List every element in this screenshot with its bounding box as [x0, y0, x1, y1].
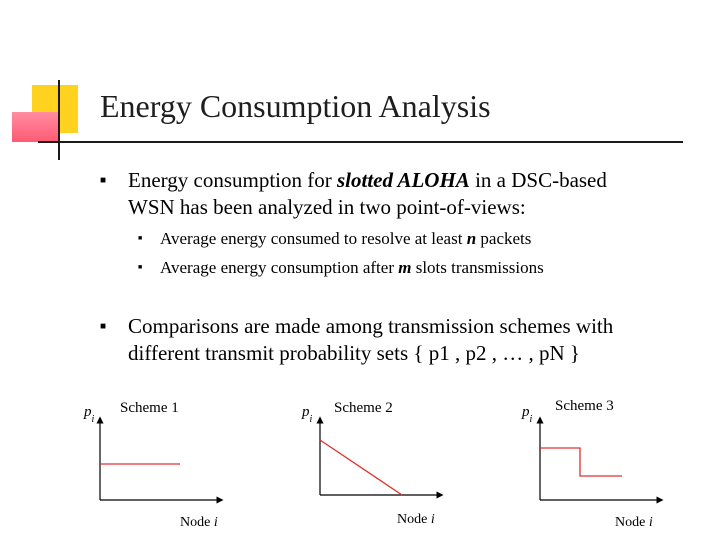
scheme-3: pi Scheme 3 Node i: [521, 398, 664, 530]
slide-title: Energy Consumption Analysis: [100, 88, 491, 124]
bullet-marker: ■: [100, 175, 107, 186]
decor-pink-square: [12, 112, 58, 142]
scheme-2-profile-line: [319, 439, 403, 496]
sub-bullet-marker: ■: [138, 263, 143, 271]
bullet-2-line-1: Comparisons are made among transmission …: [128, 314, 614, 338]
scheme-2-x-label: Node i: [397, 512, 435, 527]
bullet-1: ■ Energy consumption for slotted ALOHA i…: [100, 167, 700, 221]
bullet-2: ■ Comparisons are made among transmissio…: [100, 313, 710, 367]
bullet-2-line-2: different transmit probability sets { p1…: [128, 341, 580, 365]
scheme-3-profile-line: [540, 447, 622, 477]
scheme-3-title: Scheme 3: [555, 398, 614, 414]
sub-bullet-2: ■ Average energy consumption after m slo…: [138, 253, 698, 282]
title-underline: [38, 141, 683, 143]
scheme-2-y-label: pi: [301, 404, 313, 425]
bullet-1-line-2: WSN has been analyzed in two point-of-vi…: [128, 195, 526, 219]
scheme-3-x-label: Node i: [615, 515, 653, 530]
scheme-3-y-label: pi: [521, 404, 533, 425]
scheme-1-title: Scheme 1: [120, 400, 179, 416]
scheme-2-title: Scheme 2: [334, 400, 393, 416]
bullet-marker: ■: [100, 321, 107, 332]
scheme-1-x-label: Node i: [180, 515, 218, 530]
scheme-1-y-label: pi: [83, 404, 95, 425]
sub-bullet-1: ■ Average energy consumed to resolve at …: [138, 224, 698, 253]
scheme-1: pi Scheme 1 Node i: [83, 400, 224, 530]
sub-bullet-marker: ■: [138, 234, 143, 242]
scheme-2: pi Scheme 2 Node i: [301, 400, 444, 527]
sub-bullet-1-text: Average energy consumed to resolve at le…: [160, 229, 532, 248]
decor-vertical-line: [58, 80, 60, 160]
sub-bullet-2-text: Average energy consumption after m slots…: [160, 258, 544, 277]
bullet-1-line-1: Energy consumption for slotted ALOHA in …: [128, 168, 607, 192]
